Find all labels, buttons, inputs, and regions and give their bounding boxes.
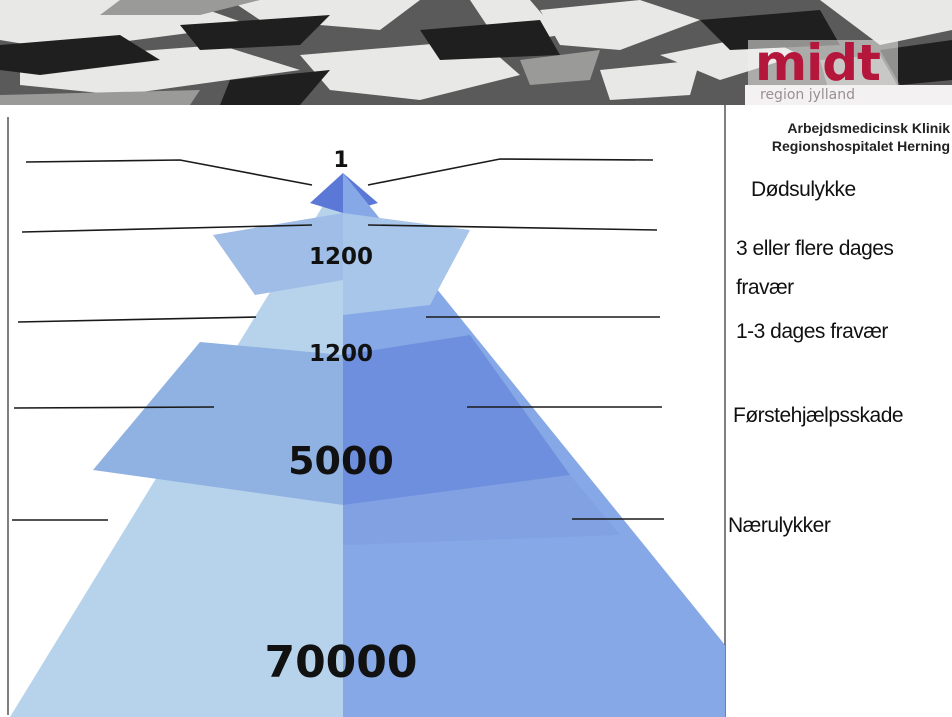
apex-number: 1 bbox=[333, 148, 348, 173]
leader-line-left-2 bbox=[21, 224, 313, 233]
label-one-to-three-days-absence: 1-3 dages fravær bbox=[736, 320, 888, 343]
clinic-name: Arbejdsmedicinsk Klinik bbox=[787, 120, 950, 136]
pyramid-right-tier-4 bbox=[343, 475, 620, 545]
label-near-misses: Nærulykker bbox=[728, 514, 831, 537]
tier-2-number: 1200 bbox=[309, 244, 373, 270]
leader-line-left-1 bbox=[25, 159, 313, 186]
label-fatal-accident: Dødsulykke bbox=[751, 178, 856, 201]
leader-line-left-4 bbox=[13, 406, 215, 409]
pyramid-left-tier-3 bbox=[93, 342, 343, 505]
label-three-plus-days-absence-line2: fravær bbox=[736, 276, 794, 299]
tier-4-number: 5000 bbox=[288, 439, 394, 483]
pyramid-right-tier-2 bbox=[343, 213, 470, 315]
base-number: 70000 bbox=[264, 637, 417, 688]
pyramid-left-tier-2 bbox=[213, 213, 343, 295]
leader-line-right-2 bbox=[367, 224, 658, 231]
leader-line-right-1 bbox=[367, 158, 654, 186]
hospital-name: Regionshospitalet Herning bbox=[771, 138, 950, 154]
label-three-plus-days-absence-line1: 3 eller flere dages bbox=[736, 237, 894, 260]
pyramid-right-tier-3 bbox=[343, 335, 570, 505]
tier-3-number: 1200 bbox=[309, 341, 373, 367]
header-banner bbox=[0, 0, 952, 105]
label-first-aid-injury: Førstehjælpsskade bbox=[733, 404, 904, 427]
region-logo-subtitle: region jylland bbox=[760, 87, 856, 103]
leader-line-left-3 bbox=[17, 316, 257, 323]
accident-pyramid: 1 1200 1200 5000 70000 bbox=[0, 105, 730, 717]
region-logo-word: midt bbox=[755, 34, 881, 92]
